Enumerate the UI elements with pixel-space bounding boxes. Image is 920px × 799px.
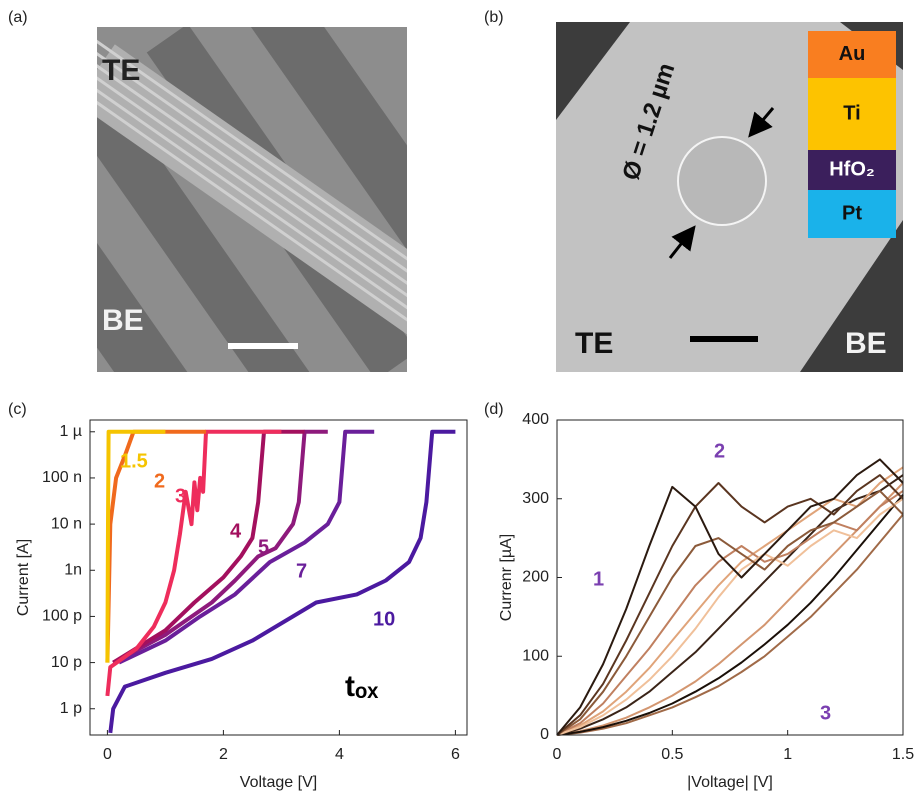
panel-label: (d)	[484, 401, 504, 418]
y-tick-label: 1 p	[60, 700, 82, 717]
annotation: 1	[593, 568, 604, 590]
series-label: 3	[175, 485, 186, 507]
y-tick-label: 1n	[64, 561, 82, 578]
panel-label: (b)	[484, 9, 504, 26]
x-axis-label: |Voltage| [V]	[687, 774, 773, 791]
series-label: 4	[230, 520, 242, 542]
y-tick-label: 0	[540, 726, 549, 743]
label-be: BE	[102, 304, 144, 337]
plot-area	[557, 420, 903, 735]
y-axis-label: Current [A]	[15, 539, 32, 616]
series-label: 7	[296, 560, 307, 582]
y-tick-label: 200	[522, 569, 549, 586]
x-tick-label: 1	[783, 746, 792, 763]
layer-label: Au	[839, 43, 866, 65]
y-axis-label: Currenr [µA]	[498, 534, 515, 621]
y-tick-label: 100 n	[42, 469, 82, 486]
y-tick-label: 10 p	[51, 654, 82, 671]
x-tick-label: 4	[335, 746, 344, 763]
panel-label: (a)	[8, 9, 28, 26]
label-be: BE	[845, 327, 887, 360]
figure: (a) TE BE (b) Ø = 1.2 µm TE BE AuTiHfO₂P…	[0, 0, 920, 799]
annotation: tₒₓ	[345, 670, 379, 703]
y-tick-label: 300	[522, 490, 549, 507]
x-tick-label: 0	[553, 746, 562, 763]
y-tick-label: 400	[522, 411, 549, 428]
series-label: 5	[258, 536, 269, 558]
y-tick-label: 1 µ	[59, 423, 82, 440]
label-te: TE	[102, 54, 140, 87]
layer-label: Ti	[843, 102, 860, 124]
panel-label: (c)	[8, 401, 27, 418]
x-tick-label: 0.5	[661, 746, 683, 763]
annotation: 3	[820, 702, 831, 724]
x-tick-label: 6	[451, 746, 460, 763]
layer-label: Pt	[842, 202, 862, 224]
x-tick-label: 0	[103, 746, 112, 763]
x-axis-label: Voltage [V]	[240, 774, 317, 791]
y-tick-label: 100 p	[42, 608, 82, 625]
x-tick-label: 1.5	[892, 746, 914, 763]
x-tick-label: 2	[219, 746, 228, 763]
series-label: 1.5	[120, 450, 148, 472]
label-te: TE	[575, 327, 613, 360]
layer-stack: Au Ti HfO₂ Pt	[808, 31, 896, 238]
layer-label: HfO₂	[829, 158, 875, 180]
series-label: 2	[154, 470, 165, 492]
y-tick-label: 10 n	[51, 515, 82, 532]
y-tick-label: 100	[522, 647, 549, 664]
series-label: 10	[373, 608, 395, 630]
annotation: 2	[714, 440, 725, 462]
